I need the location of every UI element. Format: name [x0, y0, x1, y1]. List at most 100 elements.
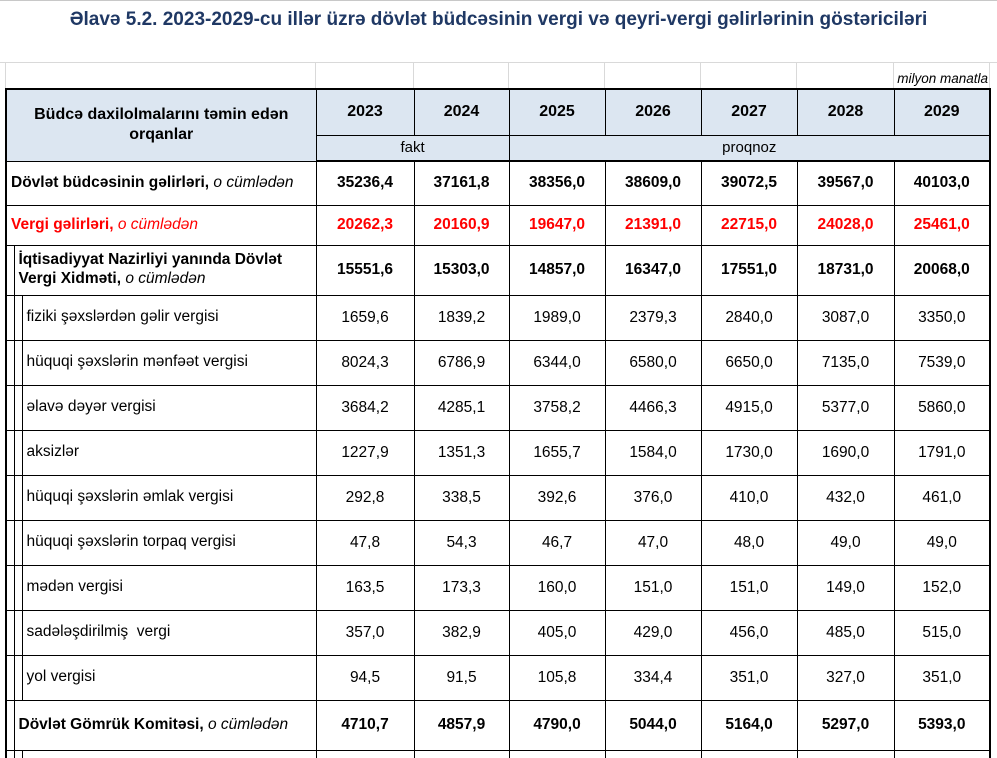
partial-cell	[13, 749, 23, 758]
indent-cell	[13, 294, 23, 341]
indent-cell	[13, 474, 23, 521]
value-cell: 1730,0	[700, 429, 798, 476]
partial-cell	[604, 749, 702, 758]
gridline	[315, 63, 316, 88]
value-cell: 7539,0	[893, 339, 991, 386]
partial-cell	[413, 749, 510, 758]
row-label-cell: İqtisadiyyat Nazirliyi yanında Dövlət Ve…	[13, 244, 317, 296]
value-cell: 334,4	[604, 654, 702, 701]
value-cell: 6344,0	[508, 339, 606, 386]
row-label: mədən vergisi	[26, 578, 124, 596]
indent-cell	[5, 294, 15, 341]
row-label-cell: aksizlər	[21, 429, 317, 476]
row-label: hüquqi şəxslərin mənfəət vergisi	[26, 353, 248, 371]
indent-cell	[5, 564, 15, 611]
table-row: əlavə dəyər vergisi 3684,2 4285,1 3758,2 446…	[5, 384, 991, 431]
indent-cell	[13, 654, 23, 701]
row-label: hüquqi şəxslərin torpaq vergisi	[26, 533, 236, 551]
value-cell: 338,5	[413, 474, 510, 521]
gridline	[5, 63, 6, 88]
value-cell: 2379,3	[604, 294, 702, 341]
row-label: əlavə dəyər vergisi	[26, 398, 156, 416]
value-cell: 160,0	[508, 564, 606, 611]
indent-cell	[5, 429, 15, 476]
partial-cell	[315, 749, 415, 758]
partial-cell	[700, 749, 798, 758]
partial-row	[5, 749, 991, 758]
gridline	[700, 63, 701, 88]
gridline	[796, 63, 797, 88]
row-label: Dövlət Gömrük Komitəsi,	[18, 715, 204, 733]
row-label: İqtisadiyyat Nazirliyi yanında Dövlət Ve…	[18, 251, 287, 287]
value-cell: 47,8	[315, 519, 415, 566]
row-label: Dövlət büdcəsinin gəlirləri,	[11, 173, 210, 191]
value-cell: 21391,0	[604, 204, 702, 246]
budget-table: Büdcə daxilolmalarını təmin edən orqanla…	[5, 88, 992, 758]
row-label-cell: yol vergisi	[21, 654, 317, 701]
value-cell: 351,0	[893, 654, 991, 701]
value-cell: 327,0	[796, 654, 895, 701]
row-label-cell: Vergi gəlirləri, o cümlədən	[5, 204, 317, 246]
indent-cell	[5, 474, 15, 521]
value-cell: 152,0	[893, 564, 991, 611]
gridline	[413, 63, 414, 88]
fact-scope-cell: fakt	[315, 134, 510, 162]
value-cell: 7135,0	[796, 339, 895, 386]
row-label-cell: mədən vergisi	[21, 564, 317, 611]
value-cell: 1791,0	[893, 429, 991, 476]
indent-cell	[5, 384, 15, 431]
value-cell: 25461,0	[893, 204, 991, 246]
page-title: Əlavə 5.2. 2023-2029-cu illər üzrə dövlə…	[0, 1, 997, 63]
value-cell: 351,0	[700, 654, 798, 701]
value-cell: 1690,0	[796, 429, 895, 476]
row-label: yol vergisi	[26, 668, 96, 686]
table-row: Vergi gəlirləri, o cümlədən 20262,3 20160,…	[5, 204, 991, 246]
year-header-2023: 2023	[315, 88, 415, 136]
value-cell: 5164,0	[700, 699, 798, 751]
value-cell: 49,0	[796, 519, 895, 566]
indent-cell	[5, 519, 15, 566]
value-cell: 149,0	[796, 564, 895, 611]
partial-cell	[21, 749, 317, 758]
partial-cell	[508, 749, 606, 758]
value-cell: 1655,7	[508, 429, 606, 476]
gridline	[604, 63, 605, 88]
value-cell: 20068,0	[893, 244, 991, 296]
value-cell: 4285,1	[413, 384, 510, 431]
indent-cell	[13, 564, 23, 611]
partial-cell	[5, 749, 15, 758]
value-cell: 429,0	[604, 609, 702, 656]
value-cell: 16347,0	[604, 244, 702, 296]
value-cell: 4710,7	[315, 699, 415, 751]
indent-cell	[5, 609, 15, 656]
year-header-2024: 2024	[413, 88, 510, 136]
row-label: Vergi gəlirləri,	[11, 215, 114, 233]
value-cell: 151,0	[700, 564, 798, 611]
value-cell: 376,0	[604, 474, 702, 521]
row-label: aksizlər	[26, 443, 80, 461]
value-cell: 163,5	[315, 564, 415, 611]
value-cell: 4466,3	[604, 384, 702, 431]
value-cell: 1351,3	[413, 429, 510, 476]
value-cell: 38609,0	[604, 160, 702, 206]
indent-cell	[5, 699, 15, 751]
value-cell: 20262,3	[315, 204, 415, 246]
row-label-cell: əlavə dəyər vergisi	[21, 384, 317, 431]
indent-cell	[13, 609, 23, 656]
gridline	[508, 63, 509, 88]
value-cell: 5297,0	[796, 699, 895, 751]
row-label: hüquqi şəxslərin əmlak vergisi	[26, 488, 234, 506]
row-label-suffix: o cümlədən	[203, 715, 289, 733]
row-label-cell: hüquqi şəxslərin əmlak vergisi	[21, 474, 317, 521]
indent-cell	[13, 339, 23, 386]
value-cell: 1227,9	[315, 429, 415, 476]
value-cell: 3684,2	[315, 384, 415, 431]
value-cell: 39567,0	[796, 160, 895, 206]
row-label: sadələşdirilmiş vergi	[26, 623, 171, 641]
value-cell: 1839,2	[413, 294, 510, 341]
value-cell: 6650,0	[700, 339, 798, 386]
value-cell: 1659,6	[315, 294, 415, 341]
table-row: hüquqi şəxslərin mənfəət vergisi 8024,3 67…	[5, 339, 991, 386]
table-row: İqtisadiyyat Nazirliyi yanında Dövlət Ve…	[5, 244, 991, 296]
value-cell: 515,0	[893, 609, 991, 656]
